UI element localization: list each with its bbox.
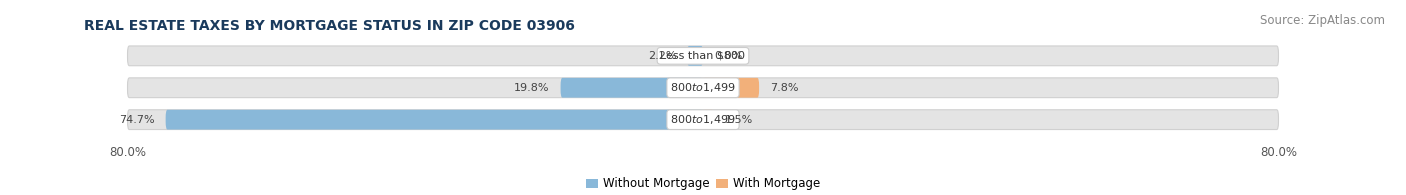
Text: Less than $800: Less than $800 xyxy=(661,51,745,61)
Text: 1.5%: 1.5% xyxy=(724,115,752,125)
Text: REAL ESTATE TAXES BY MORTGAGE STATUS IN ZIP CODE 03906: REAL ESTATE TAXES BY MORTGAGE STATUS IN … xyxy=(84,19,575,33)
FancyBboxPatch shape xyxy=(703,110,714,129)
FancyBboxPatch shape xyxy=(703,78,759,98)
Text: $800 to $1,499: $800 to $1,499 xyxy=(671,81,735,94)
FancyBboxPatch shape xyxy=(128,110,1278,129)
Text: 7.8%: 7.8% xyxy=(770,83,799,93)
FancyBboxPatch shape xyxy=(561,78,703,98)
FancyBboxPatch shape xyxy=(128,78,1278,98)
Text: 2.2%: 2.2% xyxy=(648,51,676,61)
FancyBboxPatch shape xyxy=(166,110,703,129)
FancyBboxPatch shape xyxy=(128,46,1278,66)
Text: 19.8%: 19.8% xyxy=(515,83,550,93)
Text: 74.7%: 74.7% xyxy=(120,115,155,125)
Text: $800 to $1,499: $800 to $1,499 xyxy=(671,113,735,126)
Text: 0.0%: 0.0% xyxy=(714,51,742,61)
Text: Source: ZipAtlas.com: Source: ZipAtlas.com xyxy=(1260,14,1385,27)
FancyBboxPatch shape xyxy=(688,46,703,66)
Legend: Without Mortgage, With Mortgage: Without Mortgage, With Mortgage xyxy=(581,173,825,195)
